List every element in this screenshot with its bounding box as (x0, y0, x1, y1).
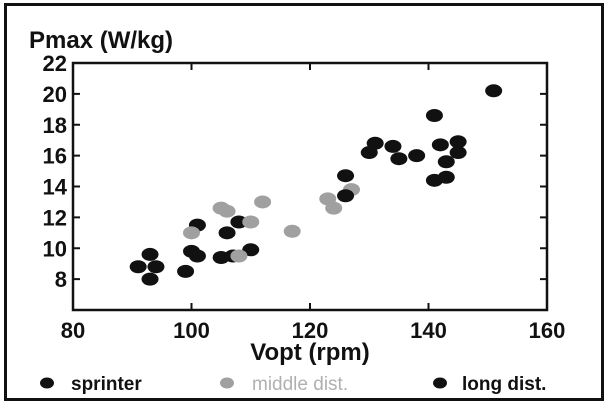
point-sprinter (141, 247, 159, 261)
point-long-dist (437, 155, 455, 169)
point-middle-dist (183, 226, 200, 240)
chart-title: Pmax (W/kg) (29, 27, 173, 54)
x-tick-label: 100 (173, 318, 210, 343)
point-middle-dist (325, 201, 343, 215)
y-tick-label: 16 (43, 144, 67, 169)
point-middle-dist (242, 215, 260, 229)
point-middle-dist (254, 195, 272, 209)
point-long-dist (485, 84, 503, 98)
scatter-chart: Pmax (W/kg) 80 100 120 140 160 8 10 12 14 16 18 20 2… (29, 27, 566, 395)
point-sprinter (242, 243, 260, 257)
y-tick-label: 10 (43, 236, 67, 261)
x-tick-label: 80 (61, 318, 85, 343)
point-long-dist (337, 169, 355, 183)
y-tick-label: 20 (43, 82, 67, 107)
legend: sprinter middle dist. long dist. (40, 374, 546, 395)
point-middle-dist (283, 224, 301, 238)
point-long-dist (425, 108, 443, 122)
legend-label-sprinter: sprinter (71, 374, 142, 395)
legend-label-middle-dist: middle dist. (252, 374, 348, 395)
point-sprinter (230, 215, 248, 229)
point-long-dist (384, 139, 402, 153)
legend-marker-middle-dist (220, 377, 234, 389)
chart-frame: Pmax (W/kg) 80 100 120 140 160 8 10 12 14 16 18 20 2… (4, 3, 604, 401)
y-tick-label: 18 (43, 113, 67, 138)
x-tick-label: 160 (529, 318, 566, 343)
x-tick-label: 120 (292, 318, 329, 343)
y-tick-label: 8 (55, 267, 67, 292)
point-long-dist (408, 149, 426, 163)
point-long-dist (431, 138, 449, 152)
point-sprinter (147, 260, 165, 274)
x-tick-label: 140 (410, 318, 447, 343)
point-long-dist (449, 146, 467, 160)
point-sprinter (218, 226, 236, 240)
legend-label-long-dist: long dist. (462, 374, 546, 395)
point-long-dist (337, 189, 355, 203)
axis-ticks: 80 100 120 140 160 8 10 12 14 16 18 20 22 (43, 51, 566, 343)
point-long-dist (366, 136, 384, 150)
legend-marker-sprinter (40, 377, 54, 389)
y-tick-label: 12 (43, 205, 67, 230)
y-tick-label: 14 (43, 175, 68, 200)
data-points (129, 84, 503, 286)
point-sprinter (129, 260, 147, 274)
point-sprinter (141, 272, 159, 286)
point-middle-dist (218, 204, 236, 218)
x-axis-label: Vopt (rpm) (250, 339, 370, 366)
point-middle-dist (230, 249, 248, 263)
point-long-dist (437, 170, 455, 184)
point-sprinter (177, 264, 195, 278)
point-long-dist (449, 135, 467, 149)
point-sprinter (188, 249, 206, 263)
legend-marker-long-dist (433, 377, 447, 389)
point-long-dist (390, 152, 408, 166)
y-tick-label: 22 (43, 51, 67, 76)
plot-area (71, 61, 549, 312)
